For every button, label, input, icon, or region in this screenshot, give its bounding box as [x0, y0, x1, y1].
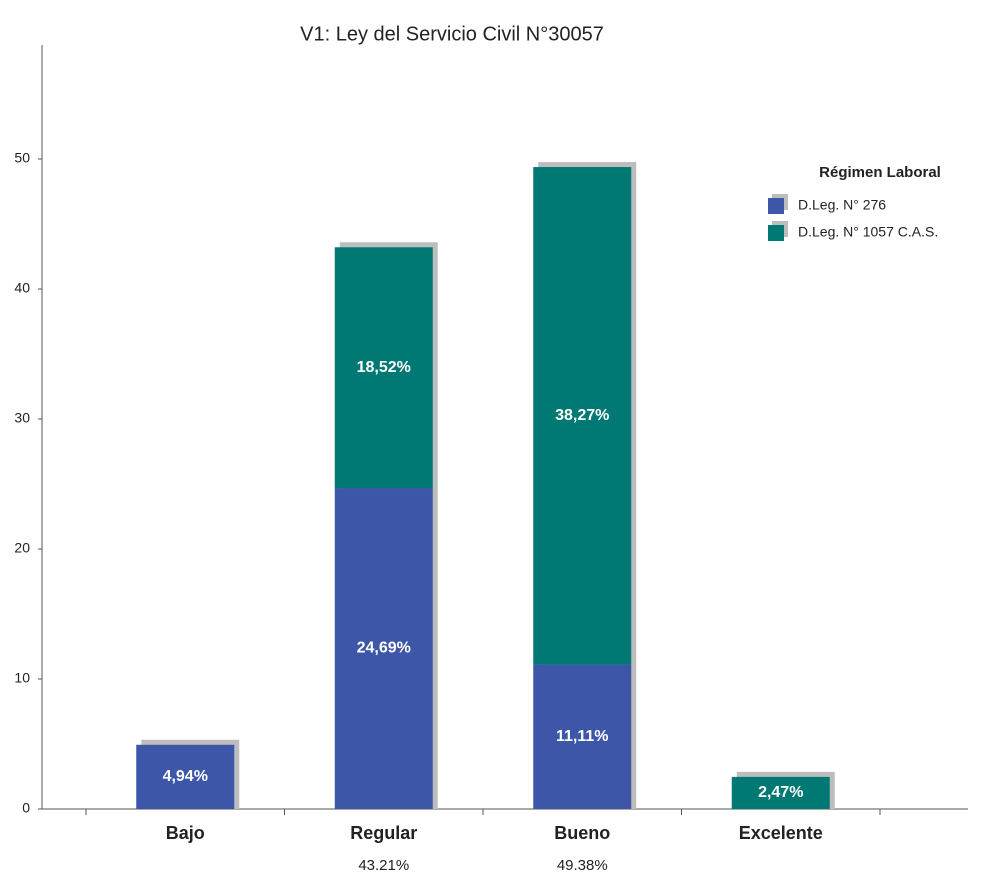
- legend-swatch: [768, 225, 784, 241]
- bar: [136, 744, 235, 809]
- bar: [533, 664, 632, 809]
- bar-value-label: 2,47%: [758, 784, 803, 801]
- chart-title: V1: Ley del Servicio Civil N°30057: [300, 23, 604, 45]
- legend-label: D.Leg. N° 276: [798, 197, 886, 213]
- legend-title: Régimen Laboral: [819, 164, 941, 181]
- y-tick-label: 20: [14, 540, 30, 556]
- y-tick-label: 10: [14, 670, 30, 686]
- y-tick-label: 30: [14, 410, 30, 426]
- bar: [533, 167, 632, 665]
- x-tick-label: Excelente: [739, 823, 823, 843]
- bar-value-label: 38,27%: [555, 407, 609, 424]
- legend-swatch: [768, 198, 784, 214]
- bar-value-label: 4,94%: [163, 768, 208, 785]
- total-label: 49.38%: [557, 857, 608, 874]
- legend-label: D.Leg. N° 1057 C.A.S.: [798, 224, 938, 240]
- bar: [731, 776, 830, 809]
- total-label: 43.21%: [358, 857, 409, 874]
- bar-value-label: 11,11%: [556, 728, 609, 745]
- y-tick-label: 40: [14, 280, 30, 296]
- bar-value-label: 24,69%: [357, 640, 411, 657]
- bar: [334, 488, 433, 809]
- y-tick-label: 0: [22, 800, 30, 816]
- y-tick-label: 50: [14, 150, 30, 166]
- x-tick-label: Bajo: [166, 823, 205, 843]
- bar: [334, 247, 433, 489]
- bar-value-label: 18,52%: [357, 359, 411, 376]
- x-tick-label: Bueno: [554, 823, 610, 843]
- x-tick-label: Regular: [350, 823, 417, 843]
